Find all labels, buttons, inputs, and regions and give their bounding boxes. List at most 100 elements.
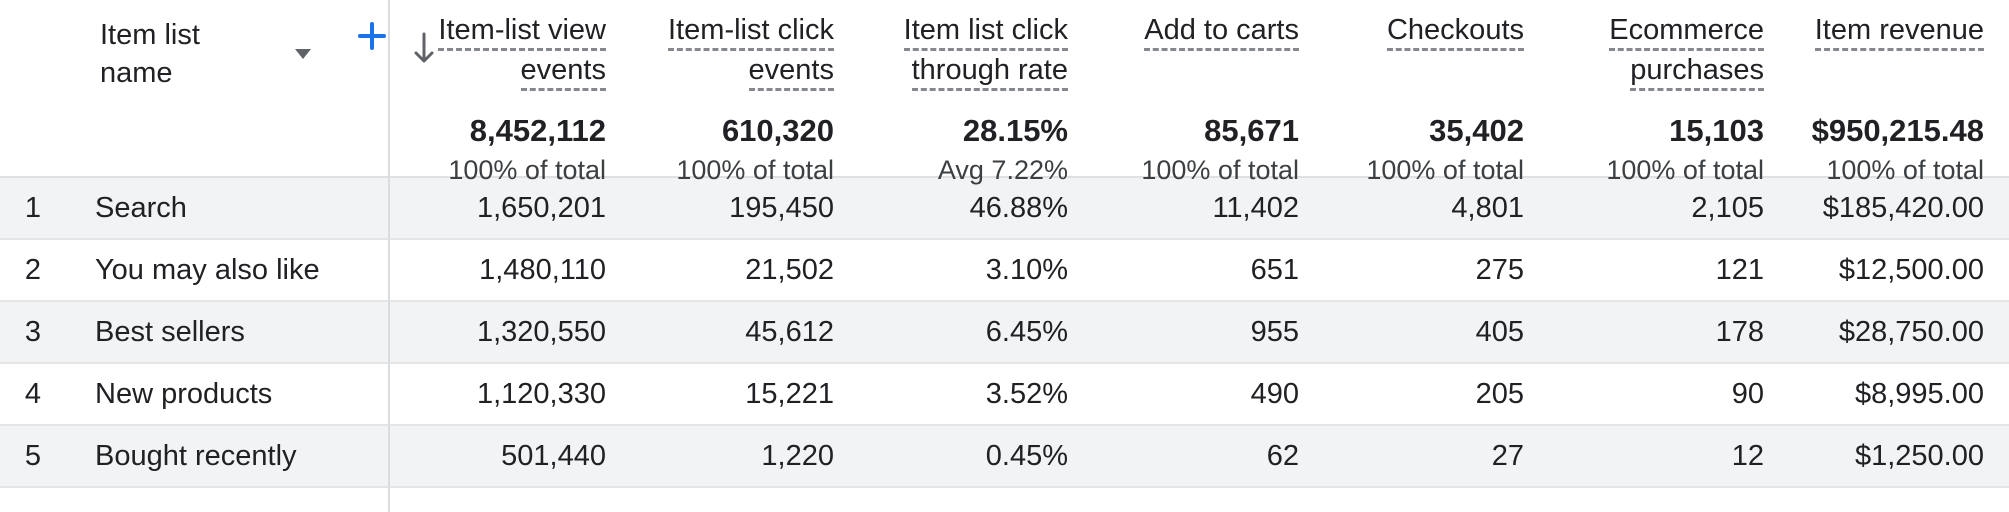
row-index: 5 (24, 439, 42, 472)
table-header: Item list name Item-list view events 8,45… (0, 0, 2009, 185)
header-item-list-click-through-rate: Item list click through rate 28.15% Avg 7… (859, 0, 1093, 185)
metric-header-label[interactable]: Item revenue (1814, 14, 1984, 51)
metric-value: 62 (1266, 439, 1299, 472)
metric-header-label-area: Ecommerce purchases (1609, 14, 1764, 102)
metric-value: 1,120,330 (476, 377, 606, 410)
metric-value: 21,502 (745, 253, 834, 286)
header-checkouts: Checkouts 35,402 100% of total (1324, 0, 1549, 185)
row-index: 2 (24, 253, 42, 286)
table-row: 5 Bought recently 501,440 1,220 0.45% 62 27 1… (0, 426, 2009, 488)
metric-value: 405 (1475, 315, 1524, 348)
table-row: 4 New products 1,120,330 15,221 3.52% 490 20… (0, 364, 2009, 426)
metric-value: $1,250.00 (1854, 439, 1984, 472)
table-footer-space (0, 488, 2009, 512)
column-subtotal: 100% of total (676, 155, 834, 185)
metric-value: 205 (1475, 377, 1524, 410)
metric-header-label[interactable]: Checkouts (1386, 14, 1524, 51)
header-ecommerce-purchases: Ecommerce purchases 15,103 100% of total (1549, 0, 1789, 185)
column-total: $950,215.48 (1811, 113, 1984, 148)
metric-header-label-area: Item-list click events (668, 14, 834, 102)
header-item-list-click-events: Item-list click events 610,320 100% of to… (631, 0, 859, 185)
dimension-selector[interactable]: Item list name (100, 16, 313, 92)
add-dimension-button[interactable] (355, 19, 389, 53)
metric-header-label[interactable]: Add to carts (1144, 14, 1299, 51)
row-index: 3 (24, 315, 42, 348)
dimension-value: Best sellers (95, 315, 245, 348)
metric-value: 178 (1715, 315, 1764, 348)
metric-value: 12 (1731, 439, 1764, 472)
column-total: 15,103 (1669, 113, 1764, 148)
dimension-label[interactable]: Item list name (100, 19, 200, 89)
metric-header-label-area: Item revenue (1814, 14, 1984, 102)
header-add-to-carts: Add to carts 85,671 100% of total (1093, 0, 1324, 185)
column-subtotal: 100% of total (1606, 155, 1764, 185)
metric-value: 3.52% (985, 377, 1068, 410)
column-total: 610,320 (721, 113, 834, 148)
caret-down-icon[interactable] (293, 47, 313, 65)
column-subtotal: 100% of total (448, 155, 606, 185)
row-index: 4 (24, 377, 42, 410)
metric-value: 3.10% (985, 253, 1068, 286)
plus-icon (355, 22, 389, 56)
metric-value: 275 (1475, 253, 1524, 286)
metric-header-label[interactable]: purchases (1630, 54, 1764, 91)
dimension-value: Search (95, 191, 187, 224)
metric-header-label-area: Add to carts (1144, 14, 1299, 102)
column-divider (388, 0, 390, 512)
metric-value: 955 (1250, 315, 1299, 348)
metric-header-label-area: Checkouts (1386, 14, 1524, 102)
metric-header-label[interactable]: Item-list click (668, 14, 834, 51)
table-row: 3 Best sellers 1,320,550 45,612 6.45% 955 40… (0, 302, 2009, 364)
metric-value: 195,450 (729, 191, 834, 224)
dimension-value: Bought recently (95, 439, 297, 472)
metric-header-label[interactable]: events (748, 54, 834, 91)
column-total: 35,402 (1429, 113, 1524, 148)
metric-value: $185,420.00 (1822, 191, 1984, 224)
metric-value: 4,801 (1451, 191, 1524, 224)
metric-value: 45,612 (745, 315, 834, 348)
column-subtotal: 100% of total (1826, 155, 1984, 185)
metric-header-label[interactable]: Item list click (903, 14, 1068, 51)
metric-value: 6.45% (985, 315, 1068, 348)
metric-value: $8,995.00 (1854, 377, 1984, 410)
header-item-revenue: Item revenue $950,215.48 100% of total (1789, 0, 2009, 185)
metric-value: 501,440 (501, 439, 606, 472)
column-total: 28.15% (962, 113, 1068, 148)
metric-header-label[interactable]: events (520, 54, 606, 91)
row-index: 1 (24, 191, 42, 224)
metric-value: 2,105 (1691, 191, 1764, 224)
metric-header-label[interactable]: Ecommerce (1609, 14, 1764, 51)
metric-value: 15,221 (745, 377, 834, 410)
metric-value: $12,500.00 (1838, 253, 1984, 286)
metric-header-label-area: Item-list view events (438, 14, 606, 102)
metric-header-label[interactable]: Item-list view (438, 14, 606, 51)
metric-value: 121 (1715, 253, 1764, 286)
column-subtotal: Avg 7.22% (937, 155, 1068, 185)
metric-value: 27 (1491, 439, 1524, 472)
header-item-list-view-events: Item-list view events 8,452,112 100% of t… (389, 0, 631, 185)
metric-value: 1,320,550 (476, 315, 606, 348)
metric-value: 90 (1731, 377, 1764, 410)
metric-value: 1,480,110 (479, 253, 606, 286)
metric-value: 46.88% (969, 191, 1068, 224)
table-row: 2 You may also like 1,480,110 21,502 3.10%… (0, 240, 2009, 302)
table-row: 1 Search 1,650,201 195,450 46.88% 11,402 4,8… (0, 178, 2009, 240)
column-subtotal: 100% of total (1141, 155, 1299, 185)
metric-header-label[interactable]: through rate (911, 54, 1068, 91)
dimension-header-cell: Item list name (0, 0, 389, 185)
metric-value: 651 (1250, 253, 1299, 286)
dimension-value: You may also like (95, 253, 320, 286)
metric-value: $28,750.00 (1838, 315, 1984, 348)
metric-value: 0.45% (985, 439, 1068, 472)
column-total: 85,671 (1204, 113, 1299, 148)
metric-value: 1,220 (761, 439, 834, 472)
table-body: 1 Search 1,650,201 195,450 46.88% 11,402 4,8… (0, 178, 2009, 488)
metric-value: 1,650,201 (476, 191, 606, 224)
metric-header-label-area: Item list click through rate (903, 14, 1068, 102)
column-total: 8,452,112 (469, 113, 606, 148)
column-subtotal: 100% of total (1366, 155, 1524, 185)
metric-value: 11,402 (1212, 191, 1299, 224)
dimension-value: New products (95, 377, 273, 410)
arrow-down-icon[interactable] (411, 30, 437, 71)
